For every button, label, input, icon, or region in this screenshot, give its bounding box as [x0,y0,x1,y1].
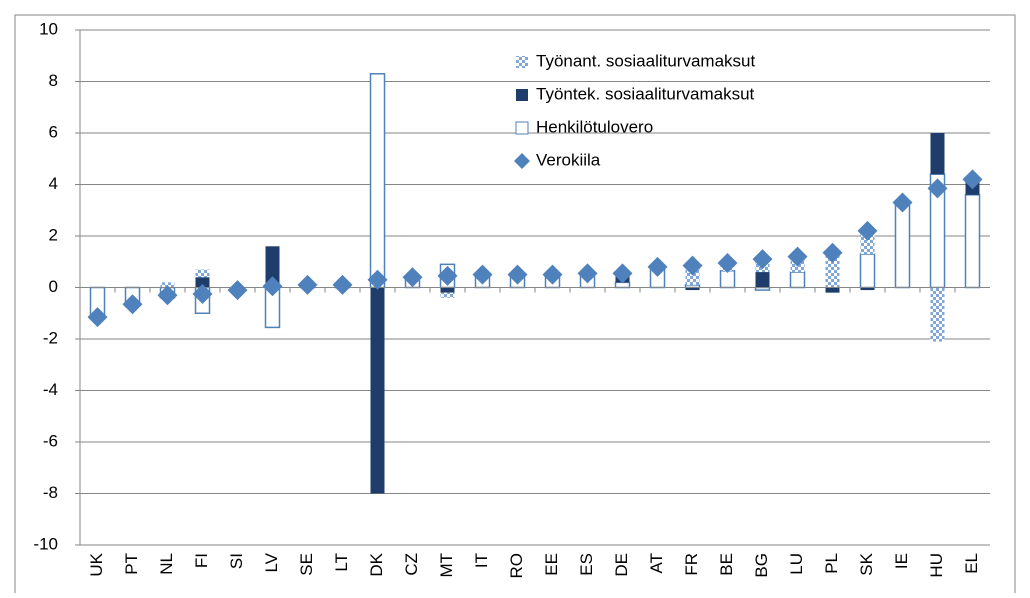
bar-segment [860,287,875,291]
marker [752,249,773,270]
marker [437,265,458,286]
bar-segment [440,287,455,293]
y-tick-label: 2 [49,225,58,244]
marker [192,283,213,304]
x-tick-label: BE [717,553,736,576]
bar-segment [265,246,280,288]
y-tick-label: -10 [33,534,58,553]
bar-segment [825,254,840,288]
bar-segment [789,271,806,289]
x-tick-label: UK [87,552,106,576]
x-tick-label: RO [507,553,526,579]
x-tick-label: MT [437,553,456,578]
legend-swatch [516,56,528,68]
marker [402,267,423,288]
marker [857,220,878,241]
marker [892,192,913,213]
marker [297,274,318,295]
marker [542,264,563,285]
y-tick-label: 8 [49,71,58,90]
marker [962,169,983,190]
legend-swatch [515,121,529,135]
marker [682,255,703,276]
bar-segment [685,287,700,291]
bar-segment [930,287,945,342]
legend-marker [514,153,530,169]
marker [927,178,948,199]
x-tick-label: CZ [402,553,421,576]
bar-segment [719,270,736,289]
y-tick-label: 0 [49,277,58,296]
bar-segment [369,73,386,289]
x-tick-label: AT [647,553,666,573]
bar-segment [825,287,840,293]
x-tick-label: EL [962,553,981,574]
x-tick-label: SI [227,553,246,569]
marker [332,274,353,295]
chart-border [14,14,1016,598]
x-tick-label: HU [927,553,946,578]
legend-label: Työnant. sosiaaliturvamaksut [536,51,755,70]
x-tick-label: EE [542,553,561,576]
bar-segment [755,272,770,288]
x-tick-label: FR [682,553,701,576]
bar-segment [195,277,210,288]
y-tick-label: -2 [43,328,58,347]
x-tick-label: DK [367,552,386,576]
y-tick-label: 4 [49,174,58,193]
marker [787,246,808,267]
x-tick-label: FI [192,553,211,568]
legend-swatch [516,89,528,101]
marker [577,263,598,284]
bar-segment [160,282,175,288]
bar-segment [440,292,455,298]
bar-segment [930,133,945,175]
x-tick-label: SK [857,552,876,575]
legend-label: Työntek. sosiaaliturvamaksut [536,84,755,103]
bar-segment [964,194,981,289]
x-tick-label: ES [577,553,596,576]
marker [647,256,668,277]
x-tick-label: LU [787,553,806,575]
marker [507,264,528,285]
y-tick-label: -4 [43,380,58,399]
x-tick-label: IT [472,553,491,568]
x-tick-label: SE [297,553,316,576]
marker [472,264,493,285]
marker [227,280,248,301]
x-tick-label: PL [822,553,841,574]
y-tick-label: -8 [43,483,58,502]
bar-segment [195,269,210,278]
y-tick-label: 10 [39,19,58,38]
bar-segment [370,287,385,494]
bar-segment [894,201,911,289]
y-tick-label: -6 [43,431,58,450]
x-tick-label: PT [122,553,141,575]
x-tick-label: DE [612,553,631,577]
x-tick-label: NL [157,553,176,575]
x-tick-label: IE [892,553,911,569]
x-tick-label: BG [752,553,771,578]
marker [717,253,738,274]
marker [822,242,843,263]
marker [262,276,283,297]
marker [87,307,108,328]
marker [157,285,178,306]
legend-label: Verokiila [536,150,601,169]
legend-label: Henkilötulovero [536,117,653,136]
x-tick-label: LV [262,552,281,572]
marker [367,269,388,290]
y-tick-label: 6 [49,122,58,141]
bar-segment [859,253,876,289]
x-tick-label: LT [332,553,351,572]
marker [122,294,143,315]
marker [612,263,633,284]
